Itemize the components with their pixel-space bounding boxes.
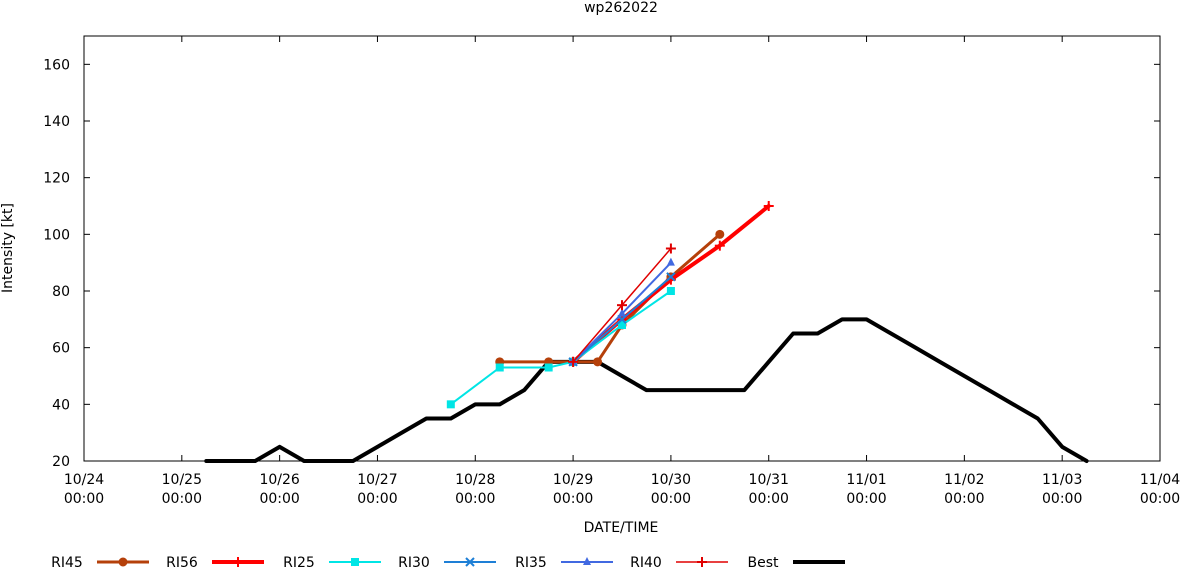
legend-label: RI56 bbox=[166, 555, 198, 567]
y-axis: 20 40 60 80 100 120 140 160 bbox=[43, 57, 1160, 470]
x-tick-label-date: 10/28 bbox=[455, 472, 495, 488]
legend-label: RI30 bbox=[398, 555, 430, 567]
series-line-best bbox=[204, 317, 1089, 463]
plot-area bbox=[83, 35, 1161, 462]
y-tick-label: 160 bbox=[43, 57, 70, 73]
point-ri40 bbox=[665, 243, 676, 254]
legend-marker bbox=[233, 557, 243, 567]
y-tick-label: 140 bbox=[43, 114, 70, 130]
x-tick-label-time: 00:00 bbox=[1042, 491, 1082, 507]
x-tick-label-date: 10/31 bbox=[749, 472, 789, 488]
series-layer bbox=[204, 201, 1089, 463]
x-tick-label-time: 00:00 bbox=[651, 491, 691, 507]
legend-marker bbox=[583, 557, 591, 565]
legend-item-best: Best bbox=[747, 555, 845, 567]
y-tick-label: 80 bbox=[52, 284, 70, 300]
point-ri56 bbox=[714, 240, 725, 251]
x-tick-label-date: 10/26 bbox=[259, 472, 299, 488]
legend-label: RI25 bbox=[283, 555, 315, 567]
y-tick-label: 40 bbox=[52, 397, 70, 413]
point-ri40 bbox=[617, 300, 627, 311]
y-tick-label: 20 bbox=[52, 454, 70, 470]
legend-item-ri35: RI35 bbox=[515, 555, 613, 567]
y-axis-label: Intensity [kt] bbox=[0, 203, 16, 293]
x-tick-label-date: 10/30 bbox=[651, 472, 691, 488]
x-tick-label-date: 10/24 bbox=[64, 472, 104, 488]
x-tick-label-time: 00:00 bbox=[553, 491, 593, 507]
point-ri25 bbox=[446, 400, 455, 409]
point-ri35 bbox=[666, 257, 675, 266]
legend-label: RI40 bbox=[630, 555, 662, 567]
point-ri25 bbox=[544, 363, 553, 372]
x-tick-label-time: 00:00 bbox=[455, 491, 495, 507]
x-tick-label-time: 00:00 bbox=[1140, 491, 1180, 507]
legend-label: RI35 bbox=[515, 555, 547, 567]
legend-label: Best bbox=[747, 555, 779, 567]
x-axis: 10/24 00:00 10/25 00:00 10/26 00:00 10/27 00:00… bbox=[64, 36, 1180, 507]
series-line-ri25 bbox=[449, 290, 672, 406]
point-ri56 bbox=[763, 201, 774, 211]
point-ri45 bbox=[593, 357, 603, 367]
y-tick-label: 100 bbox=[43, 227, 70, 243]
legend-item-ri45: RI45 bbox=[51, 555, 149, 567]
legend: RI45 RI56 RI25 RI30 RI35 RI40 Best bbox=[51, 555, 845, 567]
series-ri40 bbox=[568, 243, 676, 367]
legend-marker bbox=[118, 557, 128, 567]
x-tick-label-time: 00:00 bbox=[64, 491, 104, 507]
x-tick-label-date: 11/04 bbox=[1140, 472, 1180, 488]
x-tick-label-date: 10/27 bbox=[357, 472, 397, 488]
x-tick-label-date: 10/25 bbox=[162, 472, 202, 488]
point-ri25 bbox=[495, 363, 504, 372]
x-tick-label-date: 10/29 bbox=[553, 472, 593, 488]
legend-marker bbox=[351, 558, 359, 566]
y-tick-label: 60 bbox=[52, 341, 70, 357]
x-tick-label-date: 11/01 bbox=[846, 472, 886, 488]
point-ri25 bbox=[618, 321, 626, 329]
series-ri30 bbox=[568, 272, 676, 367]
x-tick-label-time: 00:00 bbox=[357, 491, 397, 507]
legend-item-ri56: RI56 bbox=[166, 555, 264, 567]
x-axis-label: DATE/TIME bbox=[584, 520, 659, 536]
point-ri40 bbox=[568, 356, 579, 367]
x-tick-label-time: 00:00 bbox=[846, 491, 886, 507]
legend-marker bbox=[465, 557, 475, 567]
point-ri35 bbox=[618, 308, 626, 317]
legend-label: RI45 bbox=[51, 555, 83, 567]
series-line-ri45 bbox=[498, 232, 722, 364]
series-ri45 bbox=[495, 229, 725, 367]
point-ri25 bbox=[666, 287, 675, 295]
x-tick-label-date: 11/02 bbox=[944, 472, 984, 488]
y-tick-label: 120 bbox=[43, 171, 70, 187]
legend-item-ri30: RI30 bbox=[398, 555, 496, 567]
legend-item-ri25: RI25 bbox=[283, 555, 381, 567]
point-ri30 bbox=[666, 272, 676, 282]
legend-item-ri40: RI40 bbox=[630, 555, 728, 567]
x-tick-label-time: 00:00 bbox=[944, 491, 984, 507]
x-tick-label-time: 00:00 bbox=[162, 491, 202, 507]
point-ri45 bbox=[715, 229, 725, 239]
x-tick-label-time: 00:00 bbox=[259, 491, 299, 507]
x-tick-label-time: 00:00 bbox=[749, 491, 789, 507]
series-best bbox=[204, 317, 1089, 463]
chart-title: wp262022 bbox=[584, 0, 658, 16]
legend-marker bbox=[697, 557, 707, 567]
x-tick-label-date: 11/03 bbox=[1042, 472, 1082, 488]
